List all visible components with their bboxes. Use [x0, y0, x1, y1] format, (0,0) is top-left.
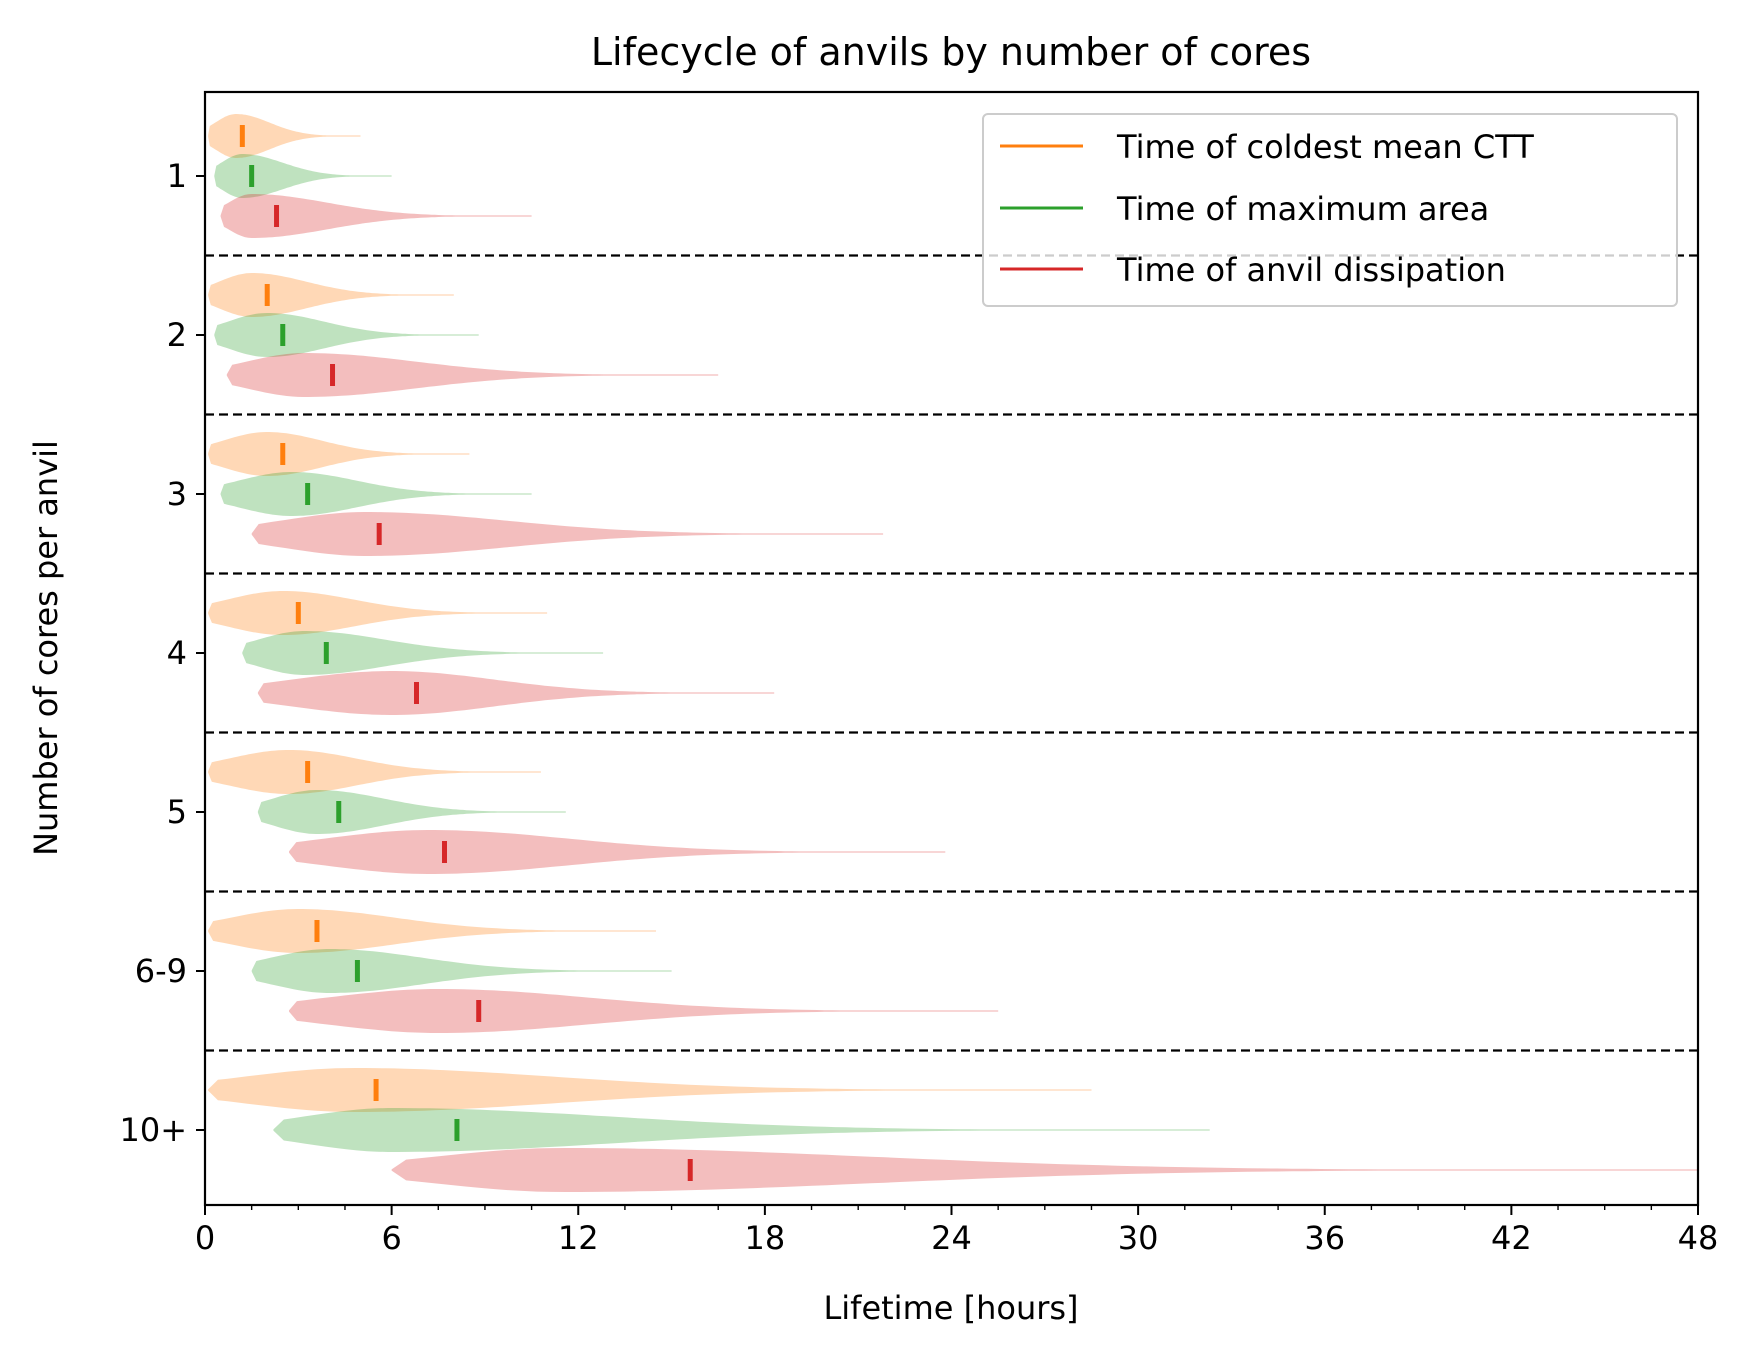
- violin-1-series-1: [214, 154, 392, 198]
- violin-6-9-series-0: [208, 909, 656, 953]
- legend-label-max-area: Time of maximum area: [1116, 190, 1489, 228]
- y-axis: 1 2 3 4 5 6-9 10+: [119, 157, 205, 1149]
- y-tick-label-6-9: 6-9: [135, 952, 187, 990]
- x-tick-label-6: 6: [381, 1219, 401, 1257]
- y-tick-label-1: 1: [167, 157, 187, 195]
- legend-label-dissipation: Time of anvil dissipation: [1116, 251, 1506, 289]
- legend-label-coldest-ctt: Time of coldest mean CTT: [1116, 128, 1534, 166]
- x-axis-label: Lifetime [hours]: [823, 1289, 1078, 1327]
- x-tick-label-12: 12: [558, 1219, 599, 1257]
- median-marker-layer: [239, 125, 693, 1181]
- x-tick-label-36: 36: [1304, 1219, 1345, 1257]
- violin-3-series-0: [208, 432, 470, 476]
- violin-1-series-0: [208, 114, 361, 158]
- violin-3-series-2: [251, 512, 884, 556]
- x-axis: 0 6 12 18 24 30 36 42 48: [195, 1205, 1719, 1257]
- x-tick-label-24: 24: [931, 1219, 972, 1257]
- y-tick-label-3: 3: [167, 475, 187, 513]
- legend-frame: [982, 113, 1678, 307]
- violin-1-series-2: [220, 194, 532, 238]
- violin-10+-series-0: [208, 1068, 1092, 1112]
- y-tick-label-4: 4: [167, 634, 187, 672]
- violin-4-series-0: [208, 591, 548, 635]
- y-tick-label-2: 2: [167, 316, 187, 354]
- violin-5-series-1: [257, 790, 566, 834]
- x-tick-label-42: 42: [1491, 1219, 1532, 1257]
- violin-2-series-2: [226, 353, 719, 397]
- y-tick-label-10+: 10+: [119, 1111, 187, 1149]
- x-tick-label-18: 18: [745, 1219, 786, 1257]
- x-tick-label-30: 30: [1118, 1219, 1159, 1257]
- violin-5-series-0: [208, 750, 541, 794]
- x-tick-label-0: 0: [195, 1219, 215, 1257]
- violin-4-series-1: [242, 631, 604, 675]
- group-separator-layer: [205, 254, 1698, 1052]
- violin-10+-series-2: [391, 1148, 1699, 1192]
- violin-4-series-2: [257, 671, 775, 715]
- legend: Time of coldest mean CTT Time of maximum…: [982, 113, 1678, 307]
- y-axis-label: Number of cores per anvil: [27, 440, 65, 856]
- violin-6-9-series-2: [289, 989, 999, 1033]
- violin-10+-series-1: [273, 1108, 1210, 1152]
- chart-title: Lifecycle of anvils by number of cores: [591, 30, 1311, 74]
- violin-3-series-1: [220, 472, 532, 516]
- violin-5-series-2: [289, 830, 946, 874]
- violin-layer: [208, 114, 1699, 1192]
- y-tick-label-5: 5: [167, 793, 187, 831]
- x-tick-label-48: 48: [1678, 1219, 1719, 1257]
